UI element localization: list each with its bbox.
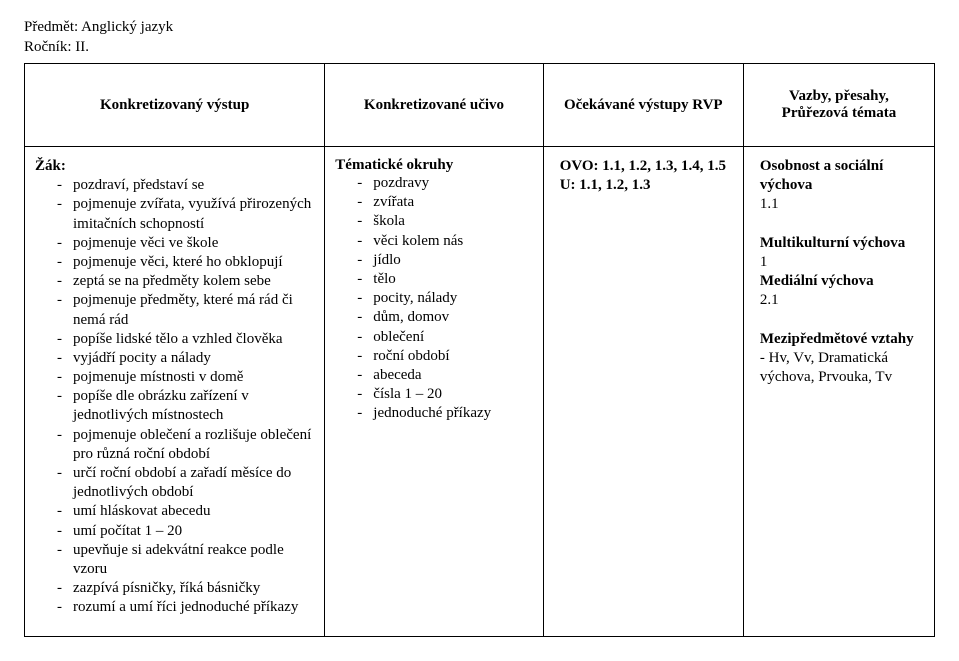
list-item: popíše dle obrázku zařízení v jednotlivý… xyxy=(57,387,314,425)
list-item: tělo xyxy=(357,270,532,289)
list-item: Multikulturní výchova xyxy=(754,234,924,253)
list-item: 1 xyxy=(754,253,924,272)
list-item xyxy=(754,215,924,234)
list-item: Mezipředmětové vztahy xyxy=(754,330,924,349)
cell-ucivo: Tématické okruhy pozdravyzvířataškolavěc… xyxy=(325,147,543,637)
list-item: vyjádří pocity a nálady xyxy=(57,349,314,368)
list-item: čísla 1 – 20 xyxy=(357,385,532,404)
list-item: věci kolem nás xyxy=(357,232,532,251)
list-item: pozdravy xyxy=(357,174,532,193)
col-header-2: Konkretizované učivo xyxy=(325,64,543,147)
vazby-list: Osobnost a sociálnívýchova1.1 Multikultu… xyxy=(754,157,924,387)
vystup-list: pozdraví, představí sepojmenuje zvířata,… xyxy=(35,176,314,617)
list-item: rozumí a umí říci jednoduché příkazy xyxy=(57,598,314,617)
list-item: výchova xyxy=(754,176,924,195)
topics-lead: Tématické okruhy xyxy=(335,157,532,174)
document-header: Předmět: Anglický jazyk Ročník: II. xyxy=(24,18,935,57)
list-item: pojmenuje předměty, které má rád či nemá… xyxy=(57,291,314,329)
col-header-4-line1: Vazby, přesahy, xyxy=(789,88,889,104)
list-item: pojmenuje věci ve škole xyxy=(57,234,314,253)
list-item: upevňuje si adekvátní reakce podle vzoru xyxy=(57,541,314,579)
col-header-1: Konkretizovaný výstup xyxy=(25,64,325,147)
cell-rvp: OVO: 1.1, 1.2, 1.3, 1.4, 1.5U: 1.1, 1.2,… xyxy=(543,147,743,637)
list-item: jednoduché příkazy xyxy=(357,404,532,423)
list-item: umí počítat 1 – 20 xyxy=(57,522,314,541)
list-item: 2.1 xyxy=(754,291,924,310)
rvp-list: OVO: 1.1, 1.2, 1.3, 1.4, 1.5U: 1.1, 1.2,… xyxy=(554,157,733,195)
curriculum-table: Konkretizovaný výstup Konkretizované uči… xyxy=(24,63,935,637)
list-item: - Hv, Vv, Dramatická xyxy=(754,349,924,368)
list-item: výchova, Prvouka, Tv xyxy=(754,368,924,387)
list-item: škola xyxy=(357,212,532,231)
list-item: zazpívá písničky, říká básničky xyxy=(57,579,314,598)
col-header-4-line2: Průřezová témata xyxy=(782,105,897,121)
list-item: umí hláskovat abecedu xyxy=(57,502,314,521)
list-item: popíše lidské tělo a vzhled člověka xyxy=(57,330,314,349)
list-item: OVO: 1.1, 1.2, 1.3, 1.4, 1.5 xyxy=(554,157,733,176)
list-item: jídlo xyxy=(357,251,532,270)
list-item: Mediální výchova xyxy=(754,272,924,291)
list-item: oblečení xyxy=(357,328,532,347)
list-item: pojmenuje zvířata, využívá přirozených i… xyxy=(57,195,314,233)
pupil-lead: Žák: xyxy=(35,157,314,176)
col-header-4: Vazby, přesahy, Průřezová témata xyxy=(743,64,934,147)
list-item: U: 1.1, 1.2, 1.3 xyxy=(554,176,733,195)
list-item: pojmenuje oblečení a rozlišuje oblečení … xyxy=(57,426,314,464)
list-item: 1.1 xyxy=(754,195,924,214)
list-item: Osobnost a sociální xyxy=(754,157,924,176)
list-item: zvířata xyxy=(357,193,532,212)
list-item: abeceda xyxy=(357,366,532,385)
ucivo-list: pozdravyzvířataškolavěci kolem násjídlot… xyxy=(335,174,532,423)
list-item: roční období xyxy=(357,347,532,366)
list-item: pojmenuje věci, které ho obklopují xyxy=(57,253,314,272)
cell-vystup: Žák: pozdraví, představí sepojmenuje zví… xyxy=(25,147,325,637)
list-item: dům, domov xyxy=(357,308,532,327)
cell-vazby: Osobnost a sociálnívýchova1.1 Multikultu… xyxy=(743,147,934,637)
list-item: zeptá se na předměty kolem sebe xyxy=(57,272,314,291)
list-item: pozdraví, představí se xyxy=(57,176,314,195)
list-item: pocity, nálady xyxy=(357,289,532,308)
col-header-3: Očekávané výstupy RVP xyxy=(543,64,743,147)
list-item: určí roční období a zařadí měsíce do jed… xyxy=(57,464,314,502)
list-item xyxy=(754,311,924,330)
subject-line: Předmět: Anglický jazyk xyxy=(24,18,935,38)
grade-line: Ročník: II. xyxy=(24,38,935,58)
list-item: pojmenuje místnosti v domě xyxy=(57,368,314,387)
